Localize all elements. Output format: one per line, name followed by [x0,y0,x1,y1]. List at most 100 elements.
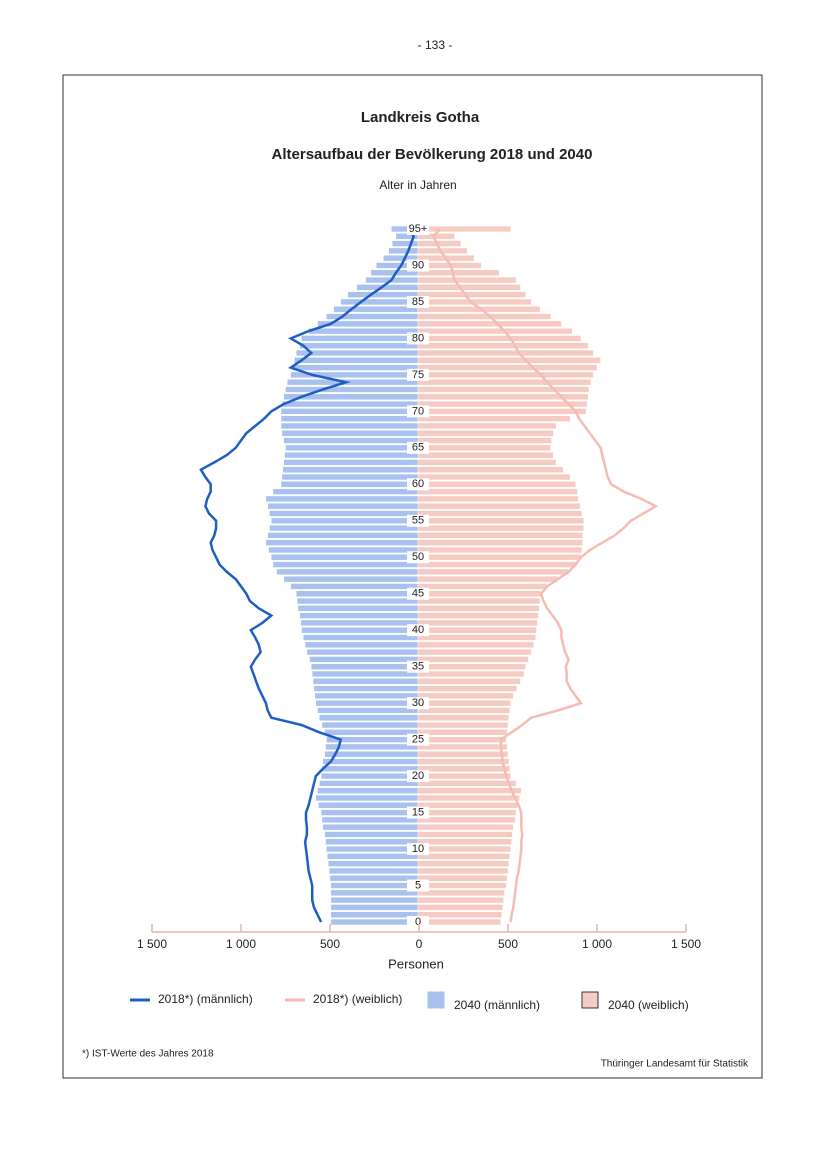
bar [417,335,582,342]
bar [417,838,512,845]
bar [417,313,551,320]
bar [271,517,419,524]
line-series [199,228,416,923]
page-number: - 133 - [418,38,453,52]
bar [296,597,419,605]
age-label-box [407,843,429,856]
bar [417,430,554,437]
bar [417,276,517,284]
bar [280,422,419,430]
bar [324,729,419,736]
bar [417,240,462,247]
bar [417,386,590,393]
bar [329,875,419,882]
frame [62,74,763,1079]
age-label-box [407,879,429,892]
bar [330,911,419,918]
legend-label: 2040 (weiblich) [608,998,689,1012]
chart-title: Landkreis Gotha [361,109,480,126]
y-axis-title: Alter in Jahren [379,178,456,192]
line-series [431,228,659,923]
bar [417,342,589,349]
bar [417,576,559,583]
age-label-box [407,697,429,710]
bar [417,612,539,619]
bar [330,904,419,911]
bar [282,466,419,473]
bar [417,670,525,678]
y-tick-label: 5 [415,879,421,891]
x-tick-label: 1 500 [137,937,167,951]
x-tick-label: 500 [498,937,518,951]
bar [417,882,507,889]
bar [417,794,520,802]
bar [417,495,579,503]
bar [327,853,419,860]
bar [309,656,419,663]
bar [326,845,419,853]
bar [417,379,591,386]
bar [417,714,510,721]
footnote: *) IST-Werte des Jahres 2018 [82,1049,214,1060]
chart-subtitle: Altersaufbau der Bevölkerung 2018 und 20… [272,146,593,163]
bar [285,386,419,393]
bar [325,838,419,845]
bar [272,561,419,568]
bar [417,802,518,809]
bar [417,772,511,780]
x-axis-title: Personen [388,956,444,971]
age-label-box [407,259,429,272]
bar [417,473,571,481]
bar [281,473,419,481]
bar [328,860,419,867]
bar [303,634,419,641]
bar [417,225,511,233]
bar [417,415,571,422]
y-tick-label: 40 [412,624,424,636]
bar [417,437,552,444]
bar [322,758,419,765]
bar [417,546,583,554]
bar [417,627,537,634]
bar [417,845,511,853]
bar [320,809,419,816]
bar [283,459,419,466]
bar [265,495,419,503]
y-tick-label: 15 [412,806,424,818]
x-tick-label: 500 [320,937,340,951]
y-tick-label: 0 [415,916,421,928]
bar [321,816,419,823]
bar [280,481,419,488]
age-label-box [407,514,429,527]
age-label-box [407,332,429,345]
bar [315,700,419,707]
age-label-box [407,368,429,381]
bar [417,605,540,612]
age-label-box [407,551,429,564]
bar [340,298,419,306]
bar [311,663,419,670]
bar [417,787,522,794]
bar [417,400,588,408]
bar [285,444,419,451]
bar [417,269,500,276]
bar [392,240,419,247]
y-tick-label: 70 [412,405,424,417]
bar [356,284,419,291]
bar [328,867,419,875]
bar [267,532,419,539]
bar [312,678,419,685]
bar [417,364,598,371]
bar [417,663,527,670]
bar [417,875,508,882]
bar [417,634,536,641]
bar [318,802,419,809]
bar [417,532,583,539]
y-tick-label: 60 [412,478,424,490]
bar [417,357,601,364]
bar [280,408,419,415]
bar [417,393,589,400]
bar [330,918,419,926]
bar [417,481,576,488]
bar [317,707,419,714]
